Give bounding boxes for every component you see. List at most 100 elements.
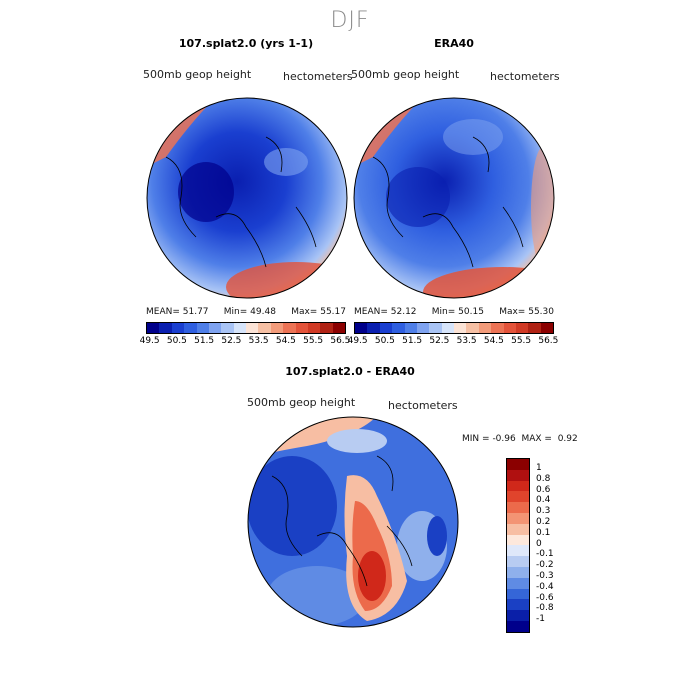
colorbar-swatch <box>221 323 234 333</box>
diff-colorbar-swatch <box>507 620 529 632</box>
colorbar-swatch <box>367 323 380 333</box>
diff-max-label: MAX = <box>521 434 552 444</box>
polar-map-model <box>146 97 348 299</box>
diff-colorbar-swatch <box>507 588 529 600</box>
diff-max-value: 0.92 <box>557 434 578 444</box>
field-label-diff: 500mb geop height <box>247 396 356 409</box>
diff-colorbar-swatch <box>507 610 529 621</box>
colorbar-swatch <box>416 323 430 333</box>
mean-value: 52.12 <box>390 307 417 317</box>
diff-colorbar-swatch <box>507 534 529 546</box>
season-title: DJF <box>330 8 370 33</box>
mean-label: MEAN= <box>146 307 180 317</box>
colorbar-swatch <box>295 323 308 333</box>
colorbar-tick-label: 54.5 <box>483 336 504 346</box>
colorbar-tick-label: 52.5 <box>429 336 450 346</box>
diff-colorbar-tick-label: 0.6 <box>536 484 551 495</box>
colorbar-tick-label: 49.5 <box>347 336 368 346</box>
min-label: Min= <box>223 307 248 317</box>
diff-colorbar-tick-label: -0.8 <box>536 603 554 614</box>
diff-colorbar-swatch <box>507 480 529 492</box>
colorbar-swatch <box>171 323 185 333</box>
colorbar-era40 <box>354 322 554 334</box>
colorbar-swatch <box>528 323 541 333</box>
colorbar-swatch <box>283 323 296 333</box>
stats-era40: MEAN= 52.12 Min= 50.15 Max= 55.30 <box>354 307 554 317</box>
diff-colorbar-tick-label: -0.4 <box>536 581 554 592</box>
colorbar-swatch <box>478 323 492 333</box>
field-label-model: 500mb geop height <box>143 68 252 81</box>
stats-model: MEAN= 51.77 Min= 49.48 Max= 55.17 <box>146 307 346 317</box>
field-label-era40: 500mb geop height <box>351 68 460 81</box>
colorbar-tick-label: 52.5 <box>221 336 242 346</box>
colorbar-swatch <box>320 323 333 333</box>
diff-colorbar-swatch <box>507 556 529 567</box>
units-label-diff: hectometers <box>388 399 458 412</box>
colorbar-swatch <box>491 323 504 333</box>
colorbar-swatch <box>147 323 160 333</box>
diff-colorbar-tick-label: 0.1 <box>536 527 551 538</box>
colorbar-model <box>146 322 346 334</box>
colorbar-swatch <box>466 323 479 333</box>
panel-title-era40: ERA40 <box>434 37 474 50</box>
colorbar-tick-label: 55.5 <box>511 336 532 346</box>
diff-colorbar-swatch <box>507 523 529 535</box>
colorbar-tick-label: 56.5 <box>538 336 559 346</box>
colorbar-swatch <box>184 323 197 333</box>
colorbar-tick-label: 53.5 <box>248 336 269 346</box>
diff-colorbar-swatch <box>507 577 529 589</box>
colorbar-swatch <box>258 323 271 333</box>
colorbar-swatch <box>540 323 553 333</box>
colorbar-swatch <box>379 323 393 333</box>
diff-colorbar-tick-label: -0.3 <box>536 571 554 581</box>
colorbar-swatch <box>454 323 467 333</box>
colorbar-tick-label: 56.5 <box>330 336 351 346</box>
colorbar-swatch <box>159 323 172 333</box>
mean-label: MEAN= <box>354 307 388 317</box>
diff-colorbar-tick-label: -0.1 <box>536 549 554 560</box>
colorbar-labels-era40: 49.5 50.5 51.5 52.5 53.5 54.5 55.5 56.5 <box>344 336 562 346</box>
colorbar-tick-label: 54.5 <box>275 336 296 346</box>
diff-colorbar-tick-label: 1 <box>536 463 542 473</box>
diff-colorbar-tick-label: -1 <box>536 614 545 625</box>
diff-colorbar-swatch <box>507 491 529 503</box>
diff-colorbar <box>506 458 530 633</box>
diff-colorbar-swatch <box>507 566 529 578</box>
panel-title-model: 107.splat2.0 (yrs 1-1) <box>178 37 314 50</box>
diff-colorbar-swatch <box>507 599 529 611</box>
colorbar-swatch <box>392 323 405 333</box>
colorbar-tick-label: 51.5 <box>194 336 215 346</box>
colorbar-tick-label: 53.5 <box>456 336 477 346</box>
colorbar-swatch <box>208 323 222 333</box>
diff-min-label: MIN = <box>462 434 490 444</box>
colorbar-tick-label: 50.5 <box>166 336 187 346</box>
max-label: Max= <box>291 307 318 317</box>
colorbar-swatch <box>307 323 321 333</box>
units-label-model: hectometers <box>283 70 353 83</box>
diff-colorbar-tick-label: 0.4 <box>536 495 551 506</box>
diff-colorbar-tick-label: 0.2 <box>536 517 551 527</box>
diff-colorbar-swatch <box>507 545 529 557</box>
colorbar-tick-label: 50.5 <box>374 336 395 346</box>
colorbar-swatch <box>355 323 368 333</box>
colorbar-swatch <box>515 323 529 333</box>
colorbar-swatch <box>404 323 417 333</box>
diff-stats: MIN = -0.96 MAX = 0.92 <box>462 434 578 444</box>
colorbar-swatch <box>332 323 345 333</box>
colorbar-swatch <box>503 323 516 333</box>
polar-map-era40 <box>353 97 555 299</box>
min-label: Min= <box>431 307 456 317</box>
colorbar-swatch <box>233 323 246 333</box>
diff-min-value: -0.96 <box>492 434 516 444</box>
colorbar-tick-label: 51.5 <box>402 336 423 346</box>
colorbar-labels-model: 49.5 50.5 51.5 52.5 53.5 54.5 55.5 56.5 <box>136 336 354 346</box>
min-value: 49.48 <box>250 307 276 317</box>
diff-colorbar-tick-label: 0.3 <box>536 506 551 517</box>
diff-colorbar-swatch <box>507 502 529 513</box>
colorbar-swatch <box>270 323 284 333</box>
colorbar-tick-label: 49.5 <box>139 336 160 346</box>
colorbar-tick-label: 55.5 <box>303 336 324 346</box>
max-value: 55.17 <box>320 307 346 317</box>
diff-title: 107.splat2.0 - ERA40 <box>285 365 415 378</box>
colorbar-swatch <box>246 323 259 333</box>
